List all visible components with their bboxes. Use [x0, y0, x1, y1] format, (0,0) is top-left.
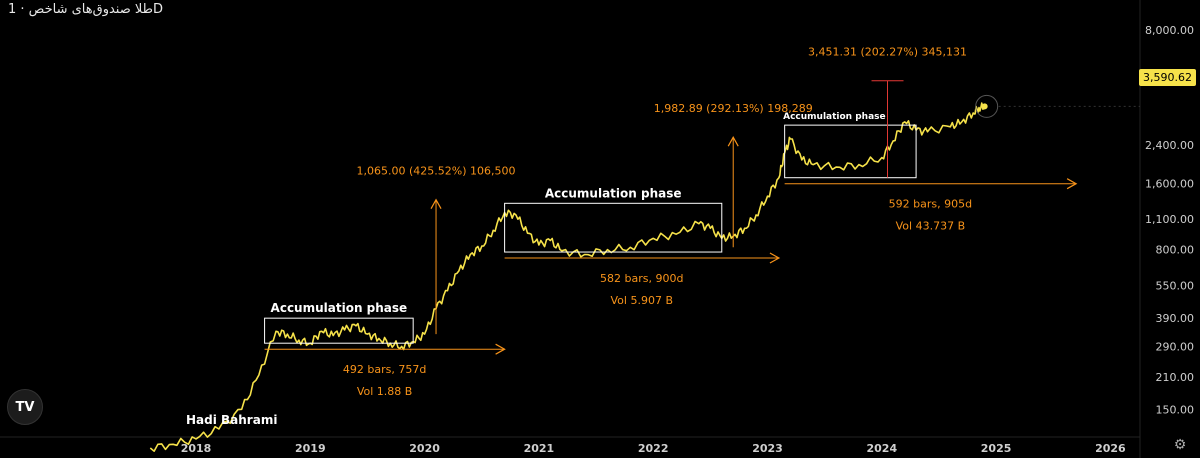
x-tick-label: 2019 — [295, 442, 326, 455]
last-price-ring — [975, 94, 999, 118]
range-arrow-head — [495, 343, 506, 355]
x-tick-label: 2024 — [866, 442, 897, 455]
y-tick-label: 2,400.00 — [1145, 139, 1194, 152]
chart-title: طلا صندوق‌های شاخص · 1D — [8, 2, 164, 17]
x-tick-label: 2021 — [524, 442, 555, 455]
y-tick-label: 390.00 — [1156, 312, 1195, 325]
range-bars-label: 582 bars, 900d — [600, 272, 683, 285]
y-tick-label: 550.00 — [1156, 279, 1195, 292]
range-bars-label: 492 bars, 757d — [343, 363, 426, 376]
range-arrow-head — [1066, 178, 1078, 190]
accumulation-box — [784, 124, 917, 179]
range-volume-label: Vol 5.907 B — [611, 294, 674, 307]
y-tick-label: 210.00 — [1156, 371, 1195, 384]
move-arrow-head — [727, 135, 739, 147]
move-change-label: 3,451.31 (202.27%) 345,131 — [808, 46, 967, 59]
x-tick-label: 2020 — [409, 442, 440, 455]
x-tick-label: 2022 — [638, 442, 669, 455]
range-bars-label: 592 bars, 905d — [889, 198, 972, 211]
y-tick-label: 8,000.00 — [1145, 24, 1194, 37]
gear-icon[interactable]: ⚙ — [1173, 437, 1187, 453]
x-tick-label: 2026 — [1095, 442, 1126, 455]
accumulation-label: Accumulation phase — [545, 186, 682, 200]
y-tick-label: 1,600.00 — [1145, 177, 1194, 190]
range-volume-label: Vol 43.737 B — [896, 220, 966, 233]
tradingview-logo-icon[interactable]: TV — [7, 389, 43, 425]
last-price-label: 3,590.62 — [1139, 69, 1196, 86]
range-arrow-head — [769, 252, 781, 264]
accumulation-box — [504, 202, 723, 253]
move-change-label: 1,065.00 (425.52%) 106,500 — [357, 165, 516, 178]
y-tick-label: 290.00 — [1156, 340, 1195, 353]
price-line — [149, 102, 986, 452]
accumulation-box — [264, 317, 414, 344]
move-arrow-head — [430, 198, 442, 209]
y-tick-label: 800.00 — [1156, 244, 1195, 257]
range-volume-label: Vol 1.88 B — [357, 385, 413, 398]
x-tick-label: 2023 — [752, 442, 783, 455]
y-tick-label: 1,100.00 — [1145, 213, 1194, 226]
accumulation-label: Accumulation phase — [783, 112, 885, 122]
accumulation-label: Accumulation phase — [271, 301, 408, 315]
x-tick-label: 2025 — [981, 442, 1012, 455]
x-tick-label: 2018 — [181, 442, 212, 455]
y-tick-label: 150.00 — [1156, 403, 1195, 416]
move-change-label: 1,982.89 (292.13%) 198,289 — [654, 102, 813, 115]
author-label: Hadi Bahrami — [186, 413, 278, 427]
last-price-dot — [981, 103, 988, 110]
